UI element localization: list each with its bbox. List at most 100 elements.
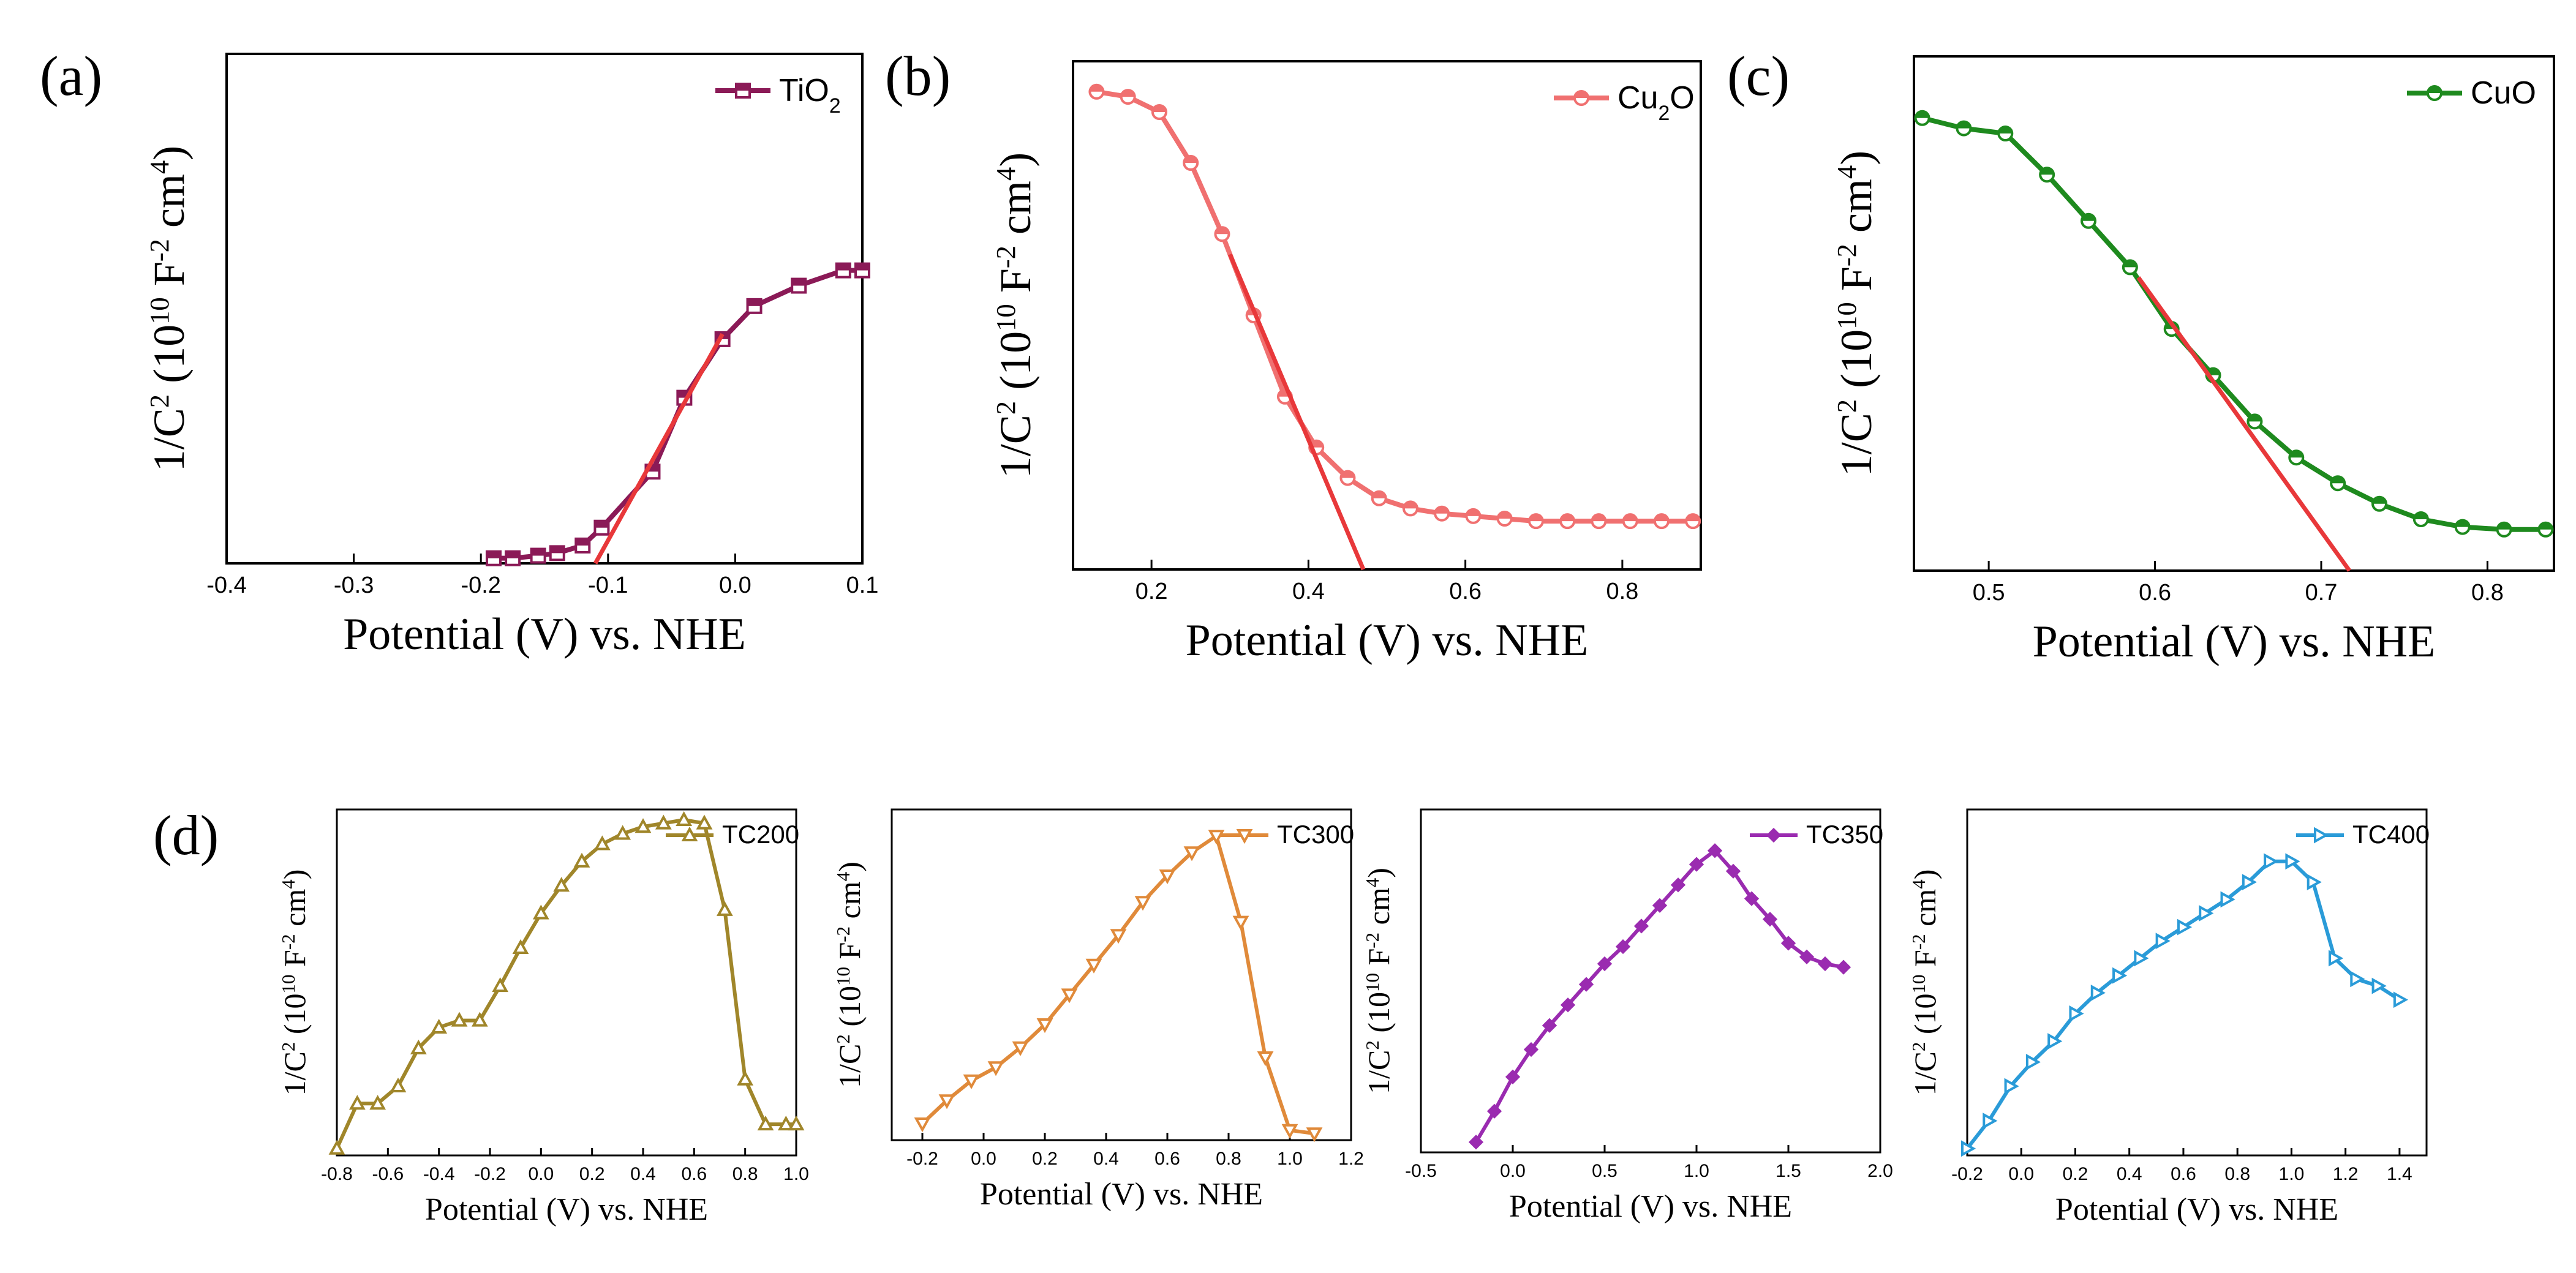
data-point-fill — [1529, 514, 1543, 522]
data-point — [1486, 1103, 1502, 1119]
x-tick-label: -0.2 — [474, 1164, 506, 1184]
series-line — [1921, 115, 2546, 532]
data-point — [1652, 898, 1668, 913]
panel-label: (b) — [885, 45, 951, 107]
data-point — [573, 852, 590, 868]
series-line — [1965, 859, 2401, 1150]
data-point — [737, 1070, 754, 1086]
x-tick-label: -0.4 — [423, 1164, 455, 1184]
x-tick-label: 0.0 — [1500, 1161, 1526, 1181]
data-point — [1817, 956, 1833, 972]
legend-label: CuO — [2471, 75, 2536, 111]
data-point — [1780, 936, 1796, 951]
y-axis-label: 1/C2 (1010 F-2 cm4) — [832, 862, 867, 1088]
data-point — [1836, 959, 1851, 975]
data-point-fill — [646, 465, 660, 472]
chart-panel-4: -0.8 -0.6 -0.4 -0.2 0.0 0.2 0.4 0.6 0.8 1.0 Potent… — [153, 804, 809, 1227]
chart-panel-2: 0.2 0.4 0.6 0.8 Potential (V) vs. NHE 1/C2 (1… — [885, 45, 1702, 666]
data-point-fill — [2331, 476, 2345, 484]
data-point — [1670, 877, 1686, 893]
data-point-fill — [792, 279, 806, 286]
data-point-fill — [1090, 84, 1104, 92]
x-tick-label: 0.0 — [719, 573, 751, 598]
legend-marker — [681, 826, 698, 841]
legend-label: Cu2O — [1618, 80, 1695, 125]
x-tick-label: 1.5 — [1776, 1161, 1801, 1181]
data-point — [2134, 950, 2149, 967]
x-axis-label: Potential (V) vs. NHE — [980, 1177, 1263, 1212]
x-tick-label: 0.6 — [2171, 1164, 2196, 1184]
data-point — [1799, 949, 1815, 964]
legend-label: TC200 — [722, 820, 799, 849]
legend-marker-fill — [736, 84, 750, 91]
data-point — [1762, 912, 1778, 927]
data-point — [1159, 869, 1176, 885]
data-point — [1689, 857, 1704, 872]
x-axis-label: Potential (V) vs. NHE — [2055, 1192, 2338, 1227]
data-point — [2090, 985, 2106, 1001]
x-tick-label: 1.4 — [2387, 1164, 2412, 1184]
legend-marker-fill — [1575, 91, 1588, 98]
x-tick-label: -0.2 — [1951, 1164, 1983, 1184]
data-point — [1523, 1042, 1539, 1057]
data-point — [390, 1077, 407, 1092]
data-point-fill — [2455, 520, 2469, 527]
data-point — [1560, 997, 1576, 1013]
chart-panel-1: -0.4 -0.3 -0.2 -0.1 0.0 0.1 Potential (V) vs. … — [40, 45, 878, 659]
data-point — [2025, 1054, 2041, 1070]
data-point — [2393, 991, 2409, 1008]
data-point — [2177, 918, 2193, 936]
data-point — [1061, 988, 1078, 1004]
data-point — [512, 939, 529, 954]
data-point — [963, 1074, 980, 1089]
linear-fit-line — [593, 332, 725, 565]
x-tick-label: 0.4 — [1292, 579, 1325, 604]
x-tick-label: 0.1 — [846, 573, 879, 598]
x-tick-label: -0.6 — [372, 1164, 404, 1184]
x-tick-label: -0.2 — [461, 573, 500, 598]
data-point — [328, 1140, 345, 1155]
data-point — [1085, 958, 1102, 974]
x-tick-label: 0.2 — [1135, 579, 1168, 604]
y-axis-label: 1/C2 (1010 F-2 cm4) — [144, 146, 194, 471]
data-point — [2155, 933, 2171, 950]
data-point — [532, 904, 549, 920]
data-point-fill — [550, 546, 564, 554]
data-point — [1633, 918, 1649, 934]
data-point — [2264, 853, 2279, 870]
data-point-fill — [2040, 168, 2054, 175]
plot-frame — [1966, 808, 2428, 1157]
data-point — [1110, 929, 1127, 944]
legend-marker — [1766, 827, 1782, 843]
data-point — [1134, 896, 1151, 911]
data-point — [1306, 1127, 1323, 1143]
data-point — [788, 1116, 805, 1131]
data-point — [1542, 1018, 1557, 1033]
data-point — [2307, 874, 2322, 891]
x-tick-label: -0.1 — [588, 573, 628, 598]
data-point-fill — [2497, 522, 2511, 530]
x-axis-label: Potential (V) vs. NHE — [1509, 1189, 1792, 1224]
data-point — [1468, 1135, 1484, 1150]
legend-marker — [1236, 829, 1253, 844]
linear-fit-line — [2136, 276, 2351, 573]
plot-frame — [1913, 55, 2555, 572]
data-point — [2329, 950, 2344, 967]
x-tick-label: 0.2 — [1032, 1149, 1058, 1169]
y-axis-label: 1/C2 (1010 F-2 cm4) — [990, 152, 1040, 478]
x-axis-label: Potential (V) vs. NHE — [1186, 615, 1589, 666]
data-point — [1257, 1051, 1274, 1067]
y-axis-label: 1/C2 (1010 F-2 cm4) — [1908, 869, 1943, 1096]
data-point-fill — [1372, 491, 1386, 498]
x-tick-label: -0.2 — [906, 1149, 938, 1169]
series-line — [921, 834, 1315, 1136]
data-point — [1183, 846, 1200, 862]
data-point — [1012, 1041, 1029, 1056]
x-tick-label: 1.0 — [783, 1164, 809, 1184]
data-point — [2350, 971, 2365, 988]
data-point-fill — [1654, 514, 1668, 522]
data-point — [2112, 967, 2128, 984]
x-tick-label: 1.0 — [1277, 1149, 1303, 1169]
data-point-fill — [1403, 501, 1417, 509]
chart-panel-7: -0.2 0.0 0.2 0.4 0.6 0.8 1.0 1.2 1.4 Potential (V… — [1908, 808, 2430, 1227]
